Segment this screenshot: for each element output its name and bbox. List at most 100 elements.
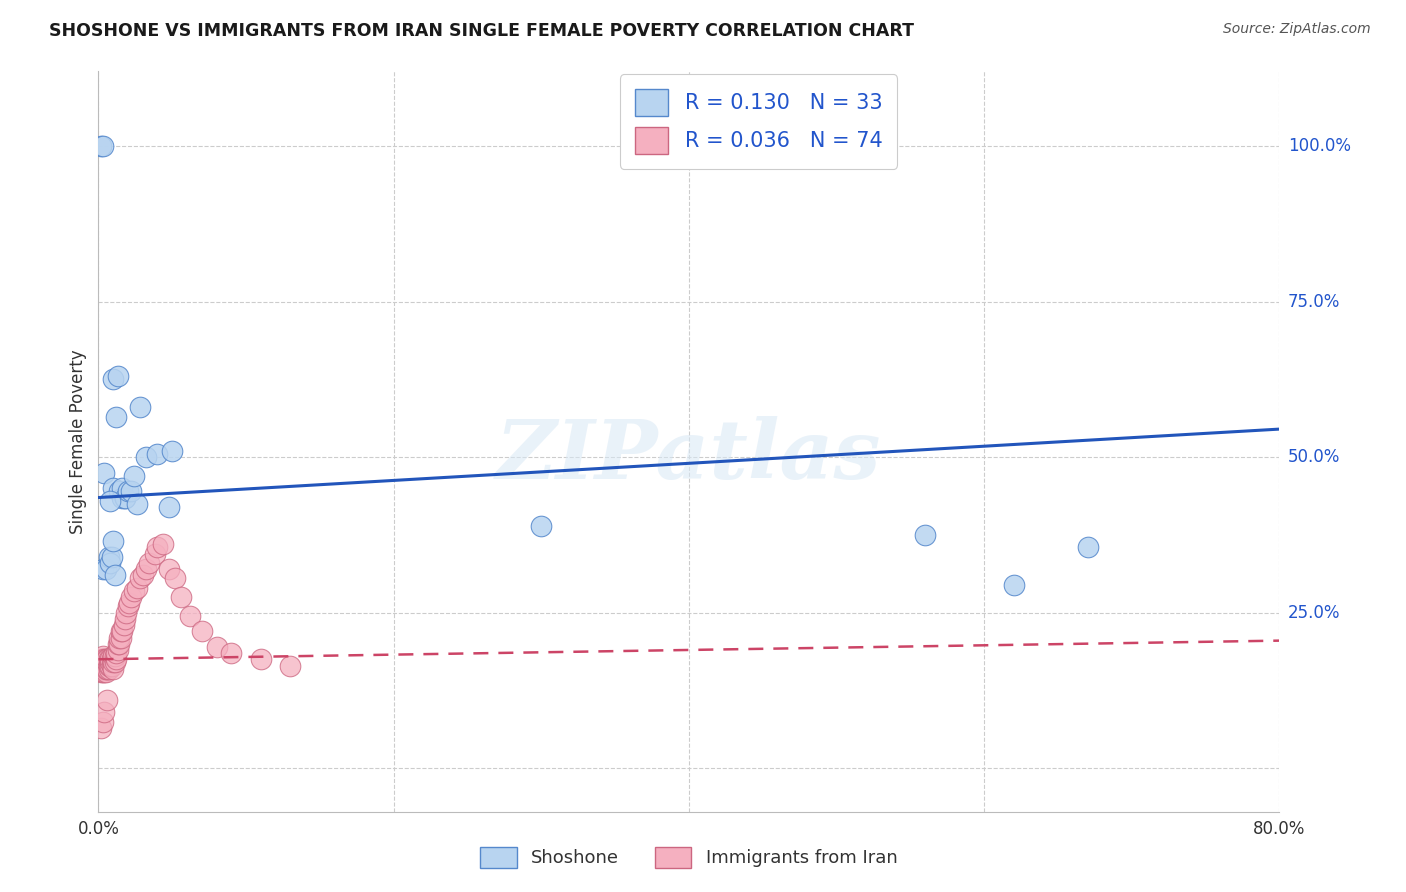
Point	[94, 562, 117, 576]
Point	[135, 450, 157, 464]
Point	[97, 652, 120, 666]
Point	[105, 652, 128, 666]
Text: 75.0%: 75.0%	[1288, 293, 1340, 310]
Point	[107, 643, 129, 657]
Point	[117, 484, 139, 499]
Point	[108, 631, 131, 645]
Point	[103, 656, 125, 670]
Y-axis label: Single Female Poverty: Single Female Poverty	[69, 350, 87, 533]
Point	[152, 537, 174, 551]
Point	[114, 612, 136, 626]
Point	[108, 484, 131, 499]
Point	[1077, 541, 1099, 555]
Point	[96, 656, 118, 670]
Point	[105, 409, 128, 424]
Text: ZIPatlas: ZIPatlas	[496, 417, 882, 496]
Point	[93, 652, 115, 666]
Point	[90, 656, 112, 670]
Point	[132, 568, 155, 582]
Point	[122, 468, 145, 483]
Point	[250, 652, 273, 666]
Point	[94, 665, 117, 679]
Point	[530, 518, 553, 533]
Point	[107, 369, 129, 384]
Point	[103, 481, 125, 495]
Point	[89, 656, 111, 670]
Point	[98, 652, 121, 666]
Point	[107, 637, 129, 651]
Point	[110, 624, 132, 639]
Point	[98, 556, 121, 570]
Point	[111, 624, 134, 639]
Point	[91, 665, 114, 679]
Point	[205, 640, 228, 654]
Point	[98, 493, 121, 508]
Point	[93, 665, 115, 679]
Point	[91, 656, 114, 670]
Point	[143, 547, 166, 561]
Point	[96, 692, 118, 706]
Point	[146, 447, 169, 461]
Point	[91, 652, 114, 666]
Point	[94, 656, 117, 670]
Point	[105, 646, 128, 660]
Point	[138, 556, 160, 570]
Point	[91, 562, 114, 576]
Point	[94, 662, 117, 676]
Point	[90, 721, 112, 735]
Point	[1002, 577, 1025, 591]
Point	[162, 443, 183, 458]
Point	[104, 656, 127, 670]
Point	[94, 652, 117, 666]
Point	[91, 139, 114, 153]
Point	[108, 637, 131, 651]
Point	[104, 568, 127, 582]
Point	[219, 646, 242, 660]
Point	[98, 656, 121, 670]
Text: 25.0%: 25.0%	[1288, 604, 1340, 622]
Point	[96, 662, 118, 676]
Point	[120, 484, 142, 499]
Point	[114, 491, 136, 505]
Point	[94, 658, 117, 673]
Point	[91, 658, 114, 673]
Point	[125, 581, 148, 595]
Point	[135, 562, 157, 576]
Point	[111, 481, 134, 495]
Point	[110, 631, 132, 645]
Point	[117, 599, 139, 614]
Point	[103, 534, 125, 549]
Point	[98, 658, 121, 673]
Point	[103, 649, 125, 664]
Point	[118, 596, 141, 610]
Point	[93, 662, 115, 676]
Point	[97, 658, 120, 673]
Point	[103, 662, 125, 676]
Point	[170, 590, 193, 604]
Point	[179, 608, 201, 623]
Point	[90, 665, 112, 679]
Point	[114, 491, 136, 505]
Point	[90, 139, 112, 153]
Point	[157, 562, 180, 576]
Point	[112, 618, 135, 632]
Point	[120, 590, 142, 604]
Point	[104, 649, 127, 664]
Point	[93, 466, 115, 480]
Point	[128, 571, 150, 585]
Point	[91, 649, 114, 664]
Point	[165, 571, 187, 585]
Point	[914, 528, 936, 542]
Text: 50.0%: 50.0%	[1288, 448, 1340, 467]
Point	[191, 624, 214, 639]
Point	[100, 549, 122, 564]
Point	[90, 652, 112, 666]
Point	[125, 497, 148, 511]
Legend: Shoshone, Immigrants from Iran: Shoshone, Immigrants from Iran	[471, 838, 907, 877]
Point	[91, 714, 114, 729]
Point	[89, 658, 111, 673]
Point	[97, 662, 120, 676]
Text: Source: ZipAtlas.com: Source: ZipAtlas.com	[1223, 22, 1371, 37]
Point	[122, 583, 145, 598]
Point	[157, 500, 180, 514]
